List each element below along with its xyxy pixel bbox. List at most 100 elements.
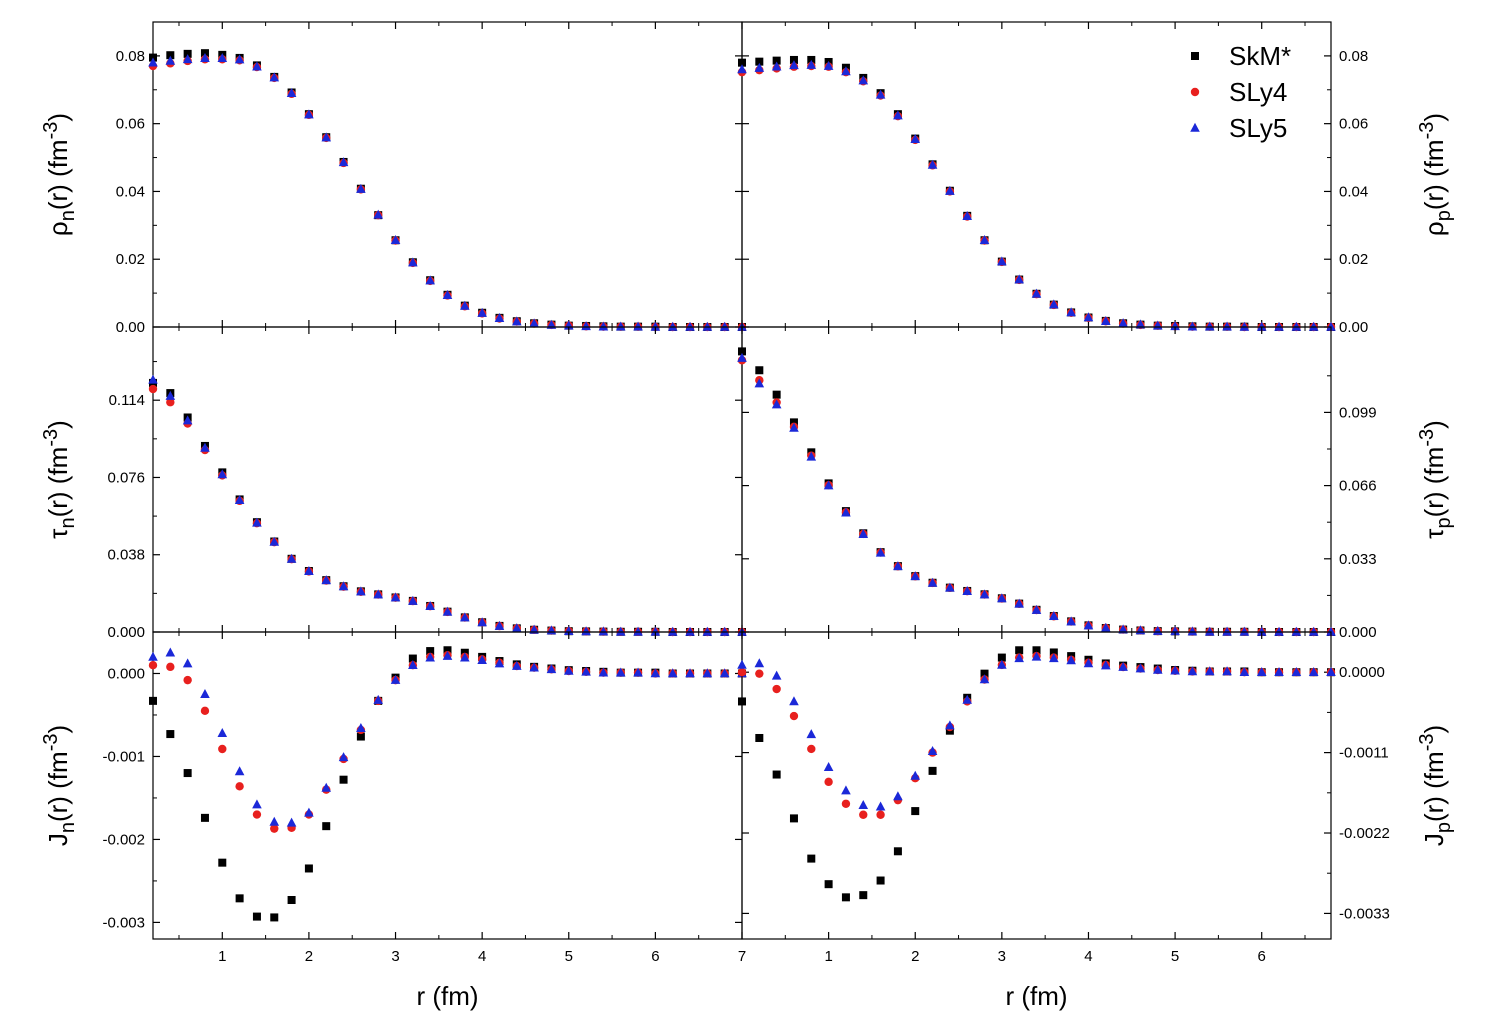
data-point xyxy=(460,300,470,310)
data-point xyxy=(771,399,782,409)
data-point xyxy=(1222,626,1232,636)
data-point xyxy=(927,577,938,587)
data-point xyxy=(234,495,245,505)
data-point xyxy=(234,54,245,64)
y-axis-title-sub: n xyxy=(57,517,79,528)
data-point xyxy=(182,658,193,668)
data-point xyxy=(148,57,158,67)
data-point xyxy=(685,668,695,678)
data-point xyxy=(910,770,921,780)
x-tick-label: 2 xyxy=(305,948,313,965)
data-point xyxy=(910,571,921,581)
y-axis-title: ρp(r) (fm-3) xyxy=(1416,113,1455,236)
y-tick-label: 0.00 xyxy=(116,319,145,336)
y-axis-title-sub: p xyxy=(1433,822,1455,833)
data-point xyxy=(182,54,193,64)
data-point xyxy=(321,132,332,142)
y-axis-title-close: ) xyxy=(1419,725,1449,734)
data-point xyxy=(442,650,453,660)
data-point xyxy=(911,807,920,816)
data-point xyxy=(1187,626,1198,636)
data-point xyxy=(1118,661,1128,671)
data-point xyxy=(581,321,591,331)
legend-marker xyxy=(1190,87,1200,97)
data-point xyxy=(1308,626,1319,636)
data-point xyxy=(563,665,574,675)
data-point xyxy=(1100,316,1111,326)
y-axis-title-main: ρ xyxy=(43,221,73,236)
data-point xyxy=(1100,622,1111,632)
data-point xyxy=(789,711,799,721)
data-point xyxy=(771,670,782,680)
data-point xyxy=(183,675,192,685)
data-point xyxy=(702,321,713,331)
data-point xyxy=(270,913,279,922)
data-point xyxy=(772,56,781,65)
y-axis-title-sup: -3 xyxy=(1416,122,1438,140)
data-point xyxy=(719,668,730,678)
data-point xyxy=(893,561,903,571)
data-point xyxy=(1187,666,1198,676)
data-point xyxy=(511,660,522,670)
data-point xyxy=(339,775,348,784)
legend-label: SkM* xyxy=(1229,41,1291,71)
data-point xyxy=(494,312,505,322)
data-point xyxy=(200,53,210,63)
data-point xyxy=(425,600,435,610)
data-point xyxy=(737,659,747,669)
series-sly5 xyxy=(148,53,747,331)
data-point xyxy=(945,720,955,730)
data-point xyxy=(997,653,1006,662)
y-tick-label: 0.04 xyxy=(116,183,145,200)
data-point xyxy=(1239,667,1250,677)
data-point xyxy=(1222,321,1232,331)
data-point xyxy=(823,480,834,490)
data-point xyxy=(460,652,470,662)
data-point xyxy=(598,667,609,677)
data-point xyxy=(408,257,418,267)
data-point xyxy=(685,321,695,331)
data-point xyxy=(738,697,746,706)
data-point xyxy=(165,55,176,65)
data-point xyxy=(338,581,349,591)
data-point xyxy=(252,799,262,809)
data-point xyxy=(615,626,626,636)
x-tick-label: 6 xyxy=(651,948,659,965)
legend-label: SLy5 xyxy=(1229,113,1287,143)
data-point xyxy=(166,662,175,672)
data-point xyxy=(615,321,626,331)
y-axis-title-rest: (r) (fm xyxy=(1419,751,1449,822)
data-point xyxy=(408,654,417,663)
data-point xyxy=(148,660,158,670)
data-point xyxy=(390,674,401,684)
data-point xyxy=(1274,626,1284,636)
data-point xyxy=(1170,321,1180,331)
data-point xyxy=(859,810,868,819)
data-point xyxy=(789,418,798,427)
data-point xyxy=(755,366,764,375)
data-point xyxy=(165,647,176,657)
data-point xyxy=(477,617,487,627)
data-point xyxy=(633,321,643,331)
data-point xyxy=(789,55,798,64)
data-point xyxy=(738,58,746,67)
data-point xyxy=(737,668,747,677)
y-axis-title-close: ) xyxy=(43,113,73,122)
data-point xyxy=(356,723,366,733)
data-point xyxy=(1100,660,1111,670)
data-point xyxy=(823,60,834,70)
data-point xyxy=(1256,321,1267,331)
data-point xyxy=(356,586,366,596)
data-point xyxy=(356,183,366,193)
y-tick-label: 0.038 xyxy=(107,547,145,564)
data-point xyxy=(322,822,331,831)
data-point xyxy=(200,689,210,699)
data-point xyxy=(598,321,609,331)
x-tick-label: 2 xyxy=(911,948,919,965)
y-axis-title-rest: (r) (fm xyxy=(43,751,73,822)
data-point xyxy=(859,891,868,900)
data-point xyxy=(269,536,280,546)
data-point xyxy=(807,854,816,863)
data-point xyxy=(1256,626,1267,636)
data-point xyxy=(373,209,384,219)
